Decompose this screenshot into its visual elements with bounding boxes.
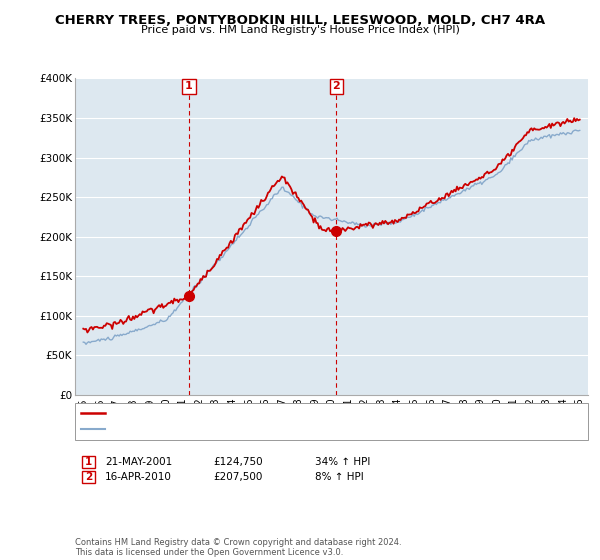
Text: 2: 2: [85, 472, 92, 482]
Text: Price paid vs. HM Land Registry's House Price Index (HPI): Price paid vs. HM Land Registry's House …: [140, 25, 460, 35]
Text: £124,750: £124,750: [213, 457, 263, 467]
Text: 34% ↑ HPI: 34% ↑ HPI: [315, 457, 370, 467]
Text: £207,500: £207,500: [213, 472, 262, 482]
Text: HPI: Average price, detached house, Flintshire: HPI: Average price, detached house, Flin…: [111, 425, 320, 434]
Text: CHERRY TREES, PONTYBODKIN HILL, LEESWOOD, MOLD, CH7 4RA: CHERRY TREES, PONTYBODKIN HILL, LEESWOOD…: [55, 14, 545, 27]
Text: 16-APR-2010: 16-APR-2010: [105, 472, 172, 482]
Text: Contains HM Land Registry data © Crown copyright and database right 2024.
This d: Contains HM Land Registry data © Crown c…: [75, 538, 401, 557]
Text: 1: 1: [185, 81, 193, 91]
Text: CHERRY TREES, PONTYBODKIN HILL, LEESWOOD, MOLD, CH7 4RA (detached house): CHERRY TREES, PONTYBODKIN HILL, LEESWOOD…: [111, 409, 488, 418]
Text: 2: 2: [332, 81, 340, 91]
Text: 1: 1: [85, 457, 92, 467]
Text: 21-MAY-2001: 21-MAY-2001: [105, 457, 172, 467]
Text: 8% ↑ HPI: 8% ↑ HPI: [315, 472, 364, 482]
